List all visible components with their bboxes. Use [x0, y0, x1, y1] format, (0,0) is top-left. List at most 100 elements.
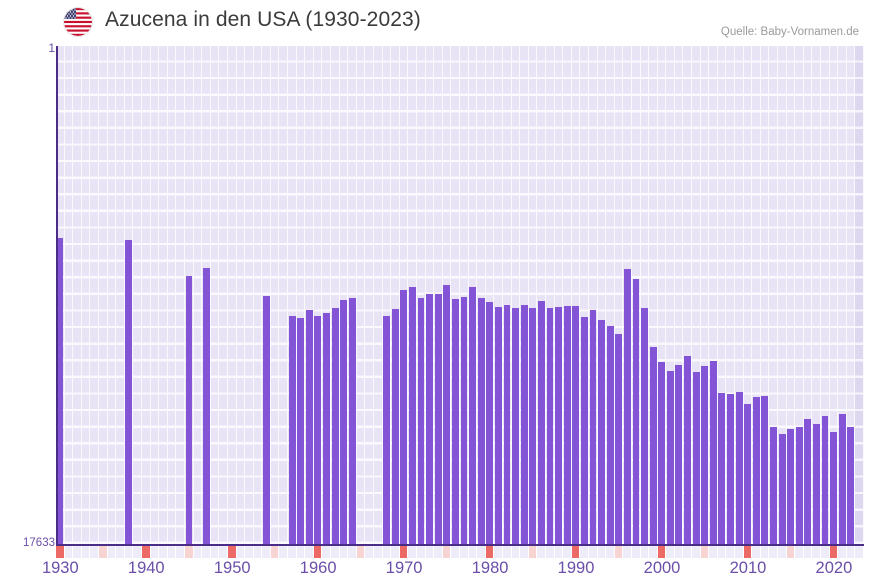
x-tick-cell: [760, 546, 770, 558]
bar-series: [56, 46, 864, 544]
x-tick-cell: [227, 546, 237, 558]
us-flag-icon: [64, 8, 92, 36]
x-tick-cell: [803, 546, 813, 558]
bar: [486, 302, 494, 544]
grid-column: [141, 46, 151, 544]
bar: [417, 297, 425, 544]
bar: [443, 285, 451, 544]
x-tick-cell: [545, 546, 555, 558]
x-tick-cell: [468, 546, 478, 558]
x-tick-label: 1960: [299, 559, 337, 577]
bar: [572, 305, 580, 544]
grid-column: [167, 46, 177, 544]
x-tick-cell: [442, 546, 452, 558]
x-tick-cell: [631, 546, 641, 558]
grid-column: [305, 46, 314, 544]
x-tick-cell: [391, 546, 400, 558]
grid-column: [649, 46, 658, 544]
x-tick-cell: [588, 546, 598, 558]
bar: [778, 433, 786, 544]
bar: [56, 238, 64, 544]
x-tick-label: 2000: [643, 559, 681, 577]
x-tick-cell: [167, 546, 177, 558]
bar: [185, 275, 193, 544]
bar: [744, 403, 752, 544]
bar: [598, 319, 605, 544]
source-credit: Quelle: Baby-Vornamen.de: [720, 26, 859, 38]
grid-column: [460, 46, 469, 544]
grid-column: [803, 46, 813, 544]
bar: [494, 307, 502, 544]
x-tick-cell: [365, 546, 375, 558]
x-tick-label: 1970: [385, 559, 423, 577]
grid-column: [451, 46, 460, 544]
x-tick-cell: [210, 546, 220, 558]
x-tick-cell: [399, 546, 409, 558]
x-tick-cell: [322, 546, 332, 558]
bar: [314, 316, 322, 544]
x-tick-cell: [795, 546, 804, 558]
grid-column: [537, 46, 546, 544]
x-tick-cell: [640, 546, 650, 558]
bar: [555, 306, 563, 544]
grid-column: [571, 46, 581, 544]
bar: [125, 239, 133, 544]
grid-column: [726, 46, 736, 544]
x-tick-label: 1980: [471, 559, 509, 577]
grid-column: [580, 46, 589, 544]
grid-column: [262, 46, 271, 544]
bar: [323, 312, 330, 544]
x-tick-cell: [382, 546, 392, 558]
grid-column: [236, 46, 246, 544]
grid-column: [253, 46, 263, 544]
bar: [658, 361, 666, 544]
grid-column: [683, 46, 693, 544]
grid-column: [657, 46, 667, 544]
grid-column: [795, 46, 804, 544]
x-tick-cell: [606, 546, 615, 558]
x-tick-cell: [571, 546, 581, 558]
bar: [400, 290, 408, 544]
grid-column: [73, 46, 82, 544]
grid-column: [700, 46, 710, 544]
x-tick-cell: [786, 546, 796, 558]
grid-column: [477, 46, 486, 544]
x-tick-label: 2010: [729, 559, 767, 577]
bar: [580, 317, 588, 544]
chart-header: Azucena in den USA (1930-2023) Quelle: B…: [0, 0, 873, 42]
bar: [512, 308, 520, 544]
grid-column: [735, 46, 744, 544]
bar: [701, 365, 709, 544]
grid-column: [666, 46, 675, 544]
bar: [383, 316, 391, 544]
x-tick-label: 1990: [557, 559, 595, 577]
x-tick-cell: [700, 546, 710, 558]
grid-column: [528, 46, 538, 544]
x-tick-cell: [417, 546, 426, 558]
grid-column: [812, 46, 822, 544]
x-tick-cell: [98, 546, 108, 558]
bar: [331, 308, 339, 544]
x-tick-cell: [726, 546, 736, 558]
grid-column: [348, 46, 357, 544]
bar: [770, 426, 777, 544]
x-tick-cell: [73, 546, 82, 558]
x-tick-cell: [821, 546, 830, 558]
x-tick-cell: [752, 546, 761, 558]
x-tick-cell: [528, 546, 538, 558]
bar: [641, 308, 648, 544]
x-tick-cell: [855, 546, 864, 558]
bar: [348, 297, 356, 544]
bar: [477, 297, 485, 544]
y-axis-bottom-tick-label: 17633: [23, 537, 55, 549]
x-tick-cell: [425, 546, 435, 558]
grid-column: [176, 46, 185, 544]
x-tick-cell: [159, 546, 168, 558]
bar: [434, 293, 442, 544]
x-tick-cell: [313, 546, 323, 558]
bar: [305, 310, 313, 544]
x-axis-labels: 1930 1940 1950 1960 1970 1980 1990 2000 2010 2020: [42, 559, 864, 585]
grid-column: [382, 46, 392, 544]
grid-column: [193, 46, 203, 544]
x-tick-cell: [116, 546, 125, 558]
